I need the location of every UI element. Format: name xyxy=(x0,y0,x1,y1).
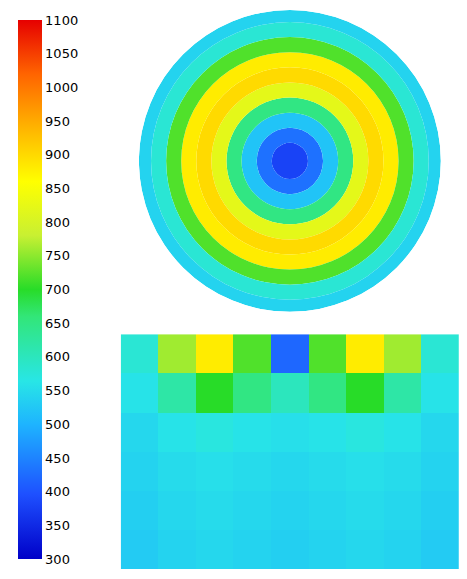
svg-text:750: 750 xyxy=(45,248,70,263)
svg-text:700: 700 xyxy=(45,282,70,297)
svg-text:550: 550 xyxy=(45,383,70,398)
svg-text:400: 400 xyxy=(45,484,70,499)
svg-text:500: 500 xyxy=(45,417,70,432)
svg-text:450: 450 xyxy=(45,450,70,465)
svg-text:1000: 1000 xyxy=(45,80,78,95)
svg-text:1100: 1100 xyxy=(45,13,78,28)
svg-text:600: 600 xyxy=(45,349,70,364)
svg-text:800: 800 xyxy=(45,215,70,230)
svg-text:850: 850 xyxy=(45,181,70,196)
svg-text:900: 900 xyxy=(45,147,70,162)
svg-text:300: 300 xyxy=(45,552,70,567)
svg-text:350: 350 xyxy=(45,518,70,533)
svg-text:950: 950 xyxy=(45,114,70,129)
svg-text:1050: 1050 xyxy=(45,46,78,61)
svg-text:650: 650 xyxy=(45,316,70,331)
